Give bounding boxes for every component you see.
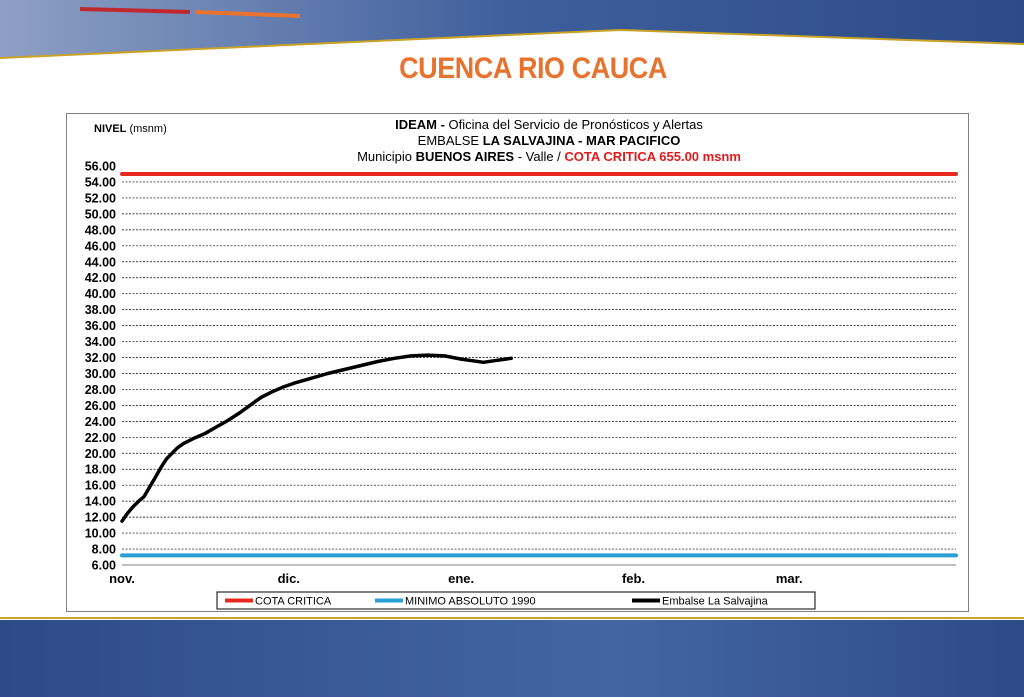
chart-title-segment: Municipio (357, 149, 416, 164)
y-tick-label: 40.00 (85, 287, 116, 301)
grid-lines (122, 181, 956, 566)
x-tick-label: mar. (776, 571, 803, 586)
chart-title-segment: - Valle / (514, 149, 564, 164)
slide-title: CUENCA RIO CAUCA (399, 52, 667, 85)
y-tick-label: 26.00 (85, 399, 116, 413)
y-tick-label: 24.00 (85, 415, 116, 429)
y-tick-label: 30.00 (85, 367, 116, 381)
x-tick-label: nov. (109, 571, 135, 586)
y-tick-label: 54.00 (85, 175, 116, 189)
y-tick-label: 32.00 (85, 351, 116, 365)
chart-title-line: IDEAM - Oficina del Servicio de Pronósti… (395, 117, 703, 132)
y-tick-label: 20.00 (85, 447, 116, 461)
chart-title-line: Municipio BUENOS AIRES - Valle / COTA CR… (357, 149, 741, 164)
y-tick-label: 8.00 (92, 543, 116, 557)
chart-title-segment: IDEAM - (395, 117, 448, 132)
y-tick-label: 50.00 (85, 207, 116, 221)
y-axis-label: NIVEL (msnm) (94, 123, 167, 135)
chart-title-segment: EMBALSE (418, 133, 483, 148)
chart-title: IDEAM - Oficina del Servicio de Pronósti… (357, 117, 741, 164)
legend-label: COTA CRITICA (255, 596, 332, 608)
y-tick-label: 6.00 (92, 559, 116, 573)
legend-box (216, 591, 816, 610)
legend-label: Embalse La Salvajina (662, 596, 769, 608)
chart-title-line: EMBALSE LA SALVAJINA - MAR PACIFICO (418, 133, 681, 148)
y-tick-label: 56.00 (85, 160, 116, 174)
chart: NIVEL (msnm) IDEAM - Oficina del Servici… (85, 117, 958, 610)
y-tick-label: 14.00 (85, 495, 116, 509)
y-axis-label-unit: (msnm) (126, 123, 166, 135)
y-tick-label: 38.00 (85, 303, 116, 317)
y-axis-label-bold: NIVEL (94, 123, 127, 135)
legend-label: MINIMO ABSOLUTO 1990 (405, 596, 536, 608)
chart-title-segment: COTA CRITICA 655.00 msnm (564, 149, 741, 164)
chart-frame: NIVEL (msnm) IDEAM - Oficina del Servici… (66, 113, 969, 612)
y-tick-label: 12.00 (85, 511, 116, 525)
x-tick-labels: nov. dic. ene. feb. mar. (109, 571, 802, 586)
series-lines (120, 172, 958, 558)
y-tick-label: 18.00 (85, 463, 116, 477)
y-tick-label: 28.00 (85, 383, 116, 397)
chart-title-segment: Oficina del Servicio de Pronósticos y Al… (449, 117, 704, 132)
bottom-banner (0, 617, 1024, 697)
x-tick-label: feb. (622, 571, 645, 586)
chart-title-segment: BUENOS AIRES (416, 149, 515, 164)
y-tick-label: 36.00 (85, 319, 116, 333)
y-tick-labels: 6.00 8.00 10.00 12.00 14.00 16.00 18.00 20.00 22… (85, 160, 116, 573)
y-tick-label: 22.00 (85, 431, 116, 445)
top-banner (0, 0, 1024, 59)
y-tick-label: 34.00 (85, 335, 116, 349)
x-tick-label: dic. (278, 571, 300, 586)
y-tick-label: 48.00 (85, 223, 116, 237)
legend: COTA CRITICA MINIMO ABSOLUTO 1990 Embalse … (216, 591, 816, 610)
x-tick-label: ene. (448, 571, 474, 586)
y-tick-label: 46.00 (85, 239, 116, 253)
y-tick-label: 10.00 (85, 527, 116, 541)
y-tick-label: 44.00 (85, 255, 116, 269)
series-line (120, 353, 513, 523)
y-tick-label: 42.00 (85, 271, 116, 285)
y-tick-label: 52.00 (85, 191, 116, 205)
chart-title-segment: LA SALVAJINA - MAR PACIFICO (483, 133, 681, 148)
y-tick-label: 16.00 (85, 479, 116, 493)
